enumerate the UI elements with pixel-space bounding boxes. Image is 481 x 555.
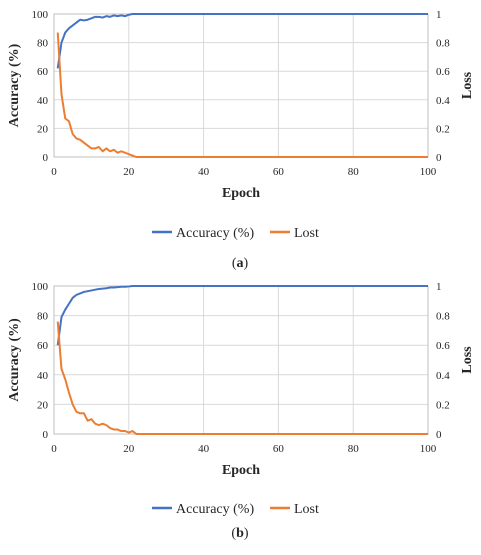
x-tick-label: 20	[123, 166, 135, 178]
series-accuracy-points	[58, 14, 428, 68]
y2-tick-label: 0.8	[436, 38, 450, 50]
y-tick-label: 100	[32, 281, 49, 293]
plot-area	[54, 286, 428, 434]
series-accuracy-line	[58, 14, 428, 68]
x-axis-title: Epoch	[222, 186, 260, 201]
series-lost-line	[58, 322, 428, 434]
legend: Accuracy (%) Lost	[152, 226, 319, 241]
x-tick-label: 80	[348, 166, 360, 178]
x-tick-label: 0	[51, 166, 57, 178]
x-tick-label: 40	[198, 443, 210, 455]
series-lost-points	[58, 33, 428, 157]
y2-tick-label: 0.2	[436, 123, 450, 135]
legend: Accuracy (%) Lost	[152, 502, 319, 517]
plot-area	[54, 14, 428, 157]
x-tick-label: 60	[273, 166, 285, 178]
x-tick-label: 80	[348, 443, 360, 455]
caption-b: (b)	[231, 526, 248, 541]
series-lost-line	[58, 33, 428, 157]
y2-tick-label: 0	[436, 152, 442, 164]
x-tick-label: 60	[273, 443, 285, 455]
y-tick-label: 40	[37, 95, 49, 107]
x-tick-label: 20	[123, 443, 135, 455]
x-tick-label: 100	[420, 166, 437, 178]
legend-label-accuracy: Accuracy (%)	[176, 502, 254, 517]
y-tick-label: 80	[37, 38, 49, 50]
caption-a: (a)	[232, 256, 249, 271]
y2-axis-title: Loss	[460, 71, 475, 99]
legend-label-lost: Lost	[294, 226, 319, 241]
chart-panel-b: 0 20 40 60 80 100 0 0.2 0.4 0.6 0.8 1 0 20 40 60 80 100 Ac…	[7, 281, 475, 541]
chart-panel-a: 0 20 40 60 80 100 0 0.2 0.4 0.6 0.8 1 0 20 40 60 80 100 Ac…	[7, 9, 475, 271]
y2-tick-label: 0.4	[436, 95, 450, 107]
y-axis-title: Accuracy (%)	[7, 318, 22, 402]
y2-tick-label: 1	[436, 281, 442, 293]
x-tick-label: 0	[51, 443, 57, 455]
y-tick-label: 60	[37, 66, 49, 78]
x-axis-title: Epoch	[222, 463, 260, 478]
y2-tick-label: 0.2	[436, 399, 450, 411]
y-tick-label: 40	[37, 370, 49, 382]
y2-tick-label: 0.6	[436, 66, 450, 78]
y-tick-label: 20	[37, 123, 49, 135]
y2-axis-title: Loss	[460, 346, 475, 374]
y2-tick-label: 0	[436, 429, 442, 441]
y-tick-label: 0	[43, 429, 49, 441]
y2-tick-label: 0.6	[436, 340, 450, 352]
legend-label-accuracy: Accuracy (%)	[176, 226, 254, 241]
y-tick-label: 0	[43, 152, 49, 164]
y2-tick-label: 1	[436, 9, 442, 21]
x-tick-label: 100	[420, 443, 437, 455]
y-tick-label: 80	[37, 311, 49, 323]
legend-label-lost: Lost	[294, 502, 319, 517]
y2-tick-label: 0.4	[436, 370, 450, 382]
y-tick-label: 20	[37, 399, 49, 411]
x-tick-label: 40	[198, 166, 210, 178]
y-tick-label: 60	[37, 340, 49, 352]
series-lost-points	[58, 322, 428, 435]
y-axis-title: Accuracy (%)	[7, 43, 22, 127]
y-tick-label: 100	[32, 9, 49, 21]
y2-tick-label: 0.8	[436, 311, 450, 323]
